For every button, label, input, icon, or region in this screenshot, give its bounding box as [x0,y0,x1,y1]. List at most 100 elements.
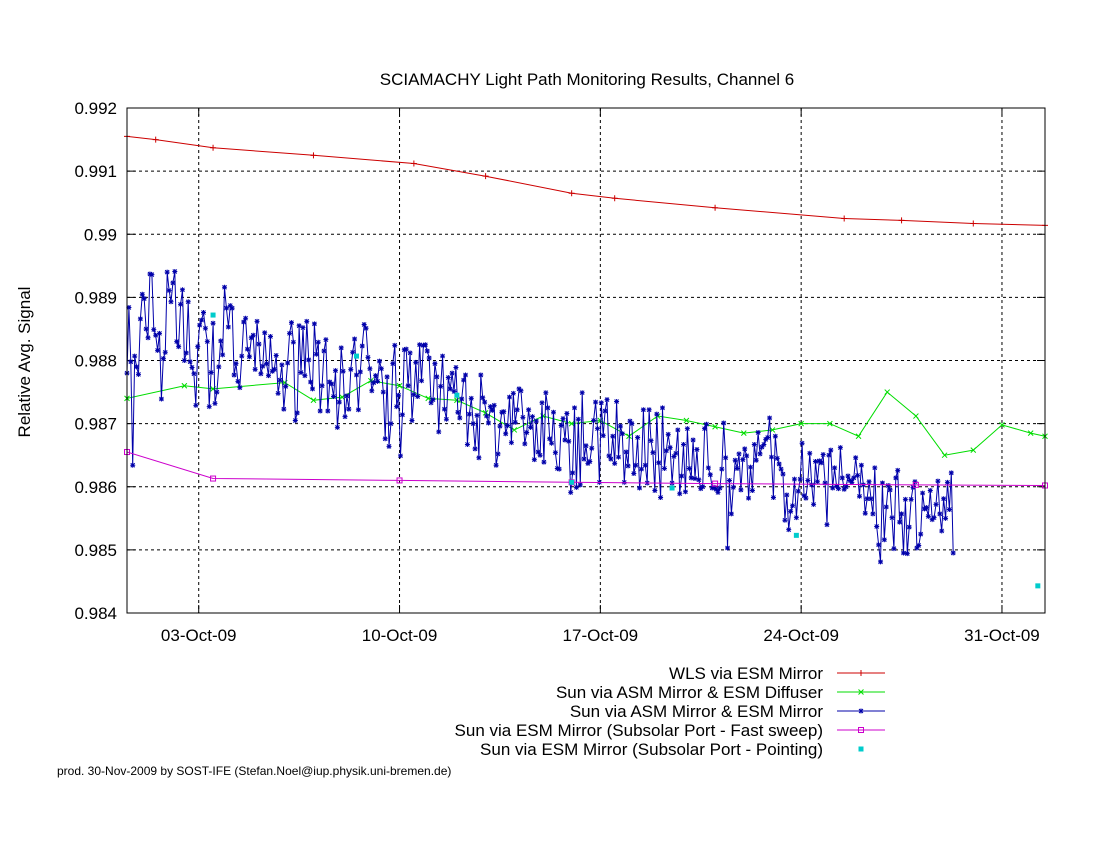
data-point [248,335,254,341]
data-point [323,337,329,343]
data-point [569,479,575,485]
data-point [799,440,805,446]
data-point [730,484,736,490]
data-point [818,460,824,466]
data-point [308,379,314,385]
data-point [648,438,654,444]
data-point [459,396,465,402]
data-point [220,352,226,358]
data-point [424,348,430,354]
data-point [686,465,692,471]
legend-label: WLS via ESM Mirror [669,664,823,683]
y-axis-label: Relative Avg. Signal [15,287,34,438]
data-point [392,342,398,348]
data-point [755,429,761,435]
data-point [262,330,268,336]
data-point [757,451,763,457]
data-point [470,421,476,427]
data-point [843,484,849,490]
data-point [279,362,285,368]
data-point [457,415,463,421]
data-point [950,550,956,556]
data-point [512,419,518,425]
data-point [413,359,419,365]
data-point [310,397,317,404]
data-point [386,443,392,449]
data-point [237,385,243,391]
data-point [870,511,876,517]
data-point [765,435,771,441]
data-point [273,352,279,358]
data-point [740,430,747,436]
data-point [216,364,222,370]
data-point [354,353,359,359]
data-point [225,324,231,330]
data-point [841,486,847,492]
data-point [425,395,432,402]
data-point [734,465,740,471]
data-point [164,269,170,275]
data-point [176,344,182,350]
data-point [788,508,794,514]
data-point [201,310,206,316]
data-point [214,389,220,395]
data-point [790,503,796,509]
data-point [908,496,914,502]
data-point [746,495,752,501]
data-point [524,429,530,435]
series-1 [124,133,1048,229]
data-point [160,356,166,362]
data-point [606,453,612,459]
data-point [529,414,535,420]
data-point [132,353,138,359]
data-point [365,354,371,360]
data-point [495,451,501,457]
data-point [511,427,518,433]
data-point [455,409,461,415]
data-point [357,369,363,375]
data-point [623,449,629,455]
data-point [507,394,512,400]
data-point [887,487,893,493]
data-point [684,426,690,432]
data-point [451,388,457,394]
data-point [625,463,631,469]
data-point [879,480,885,486]
data-point [436,429,442,435]
data-point [472,446,478,452]
data-point [354,372,359,378]
data-point [281,406,287,412]
data-point [489,407,495,413]
data-point [461,377,467,383]
data-point [352,336,358,342]
data-point [663,448,669,454]
data-point [541,459,547,465]
data-point [814,479,820,485]
data-point [864,496,870,502]
data-point [970,447,977,453]
data-point [709,485,715,491]
data-point [208,369,214,375]
data-point [401,347,407,353]
data-point [210,475,217,482]
data-point [614,399,620,405]
data-point [285,360,291,366]
data-point [702,426,708,432]
data-point [531,457,537,463]
data-point [382,436,388,442]
data-point [508,440,514,446]
data-point [239,353,245,359]
legend-label: Sun via ASM Mirror & ESM Diffuser [556,683,823,702]
data-point [158,396,164,402]
plot-frame [126,107,1046,614]
data-point [183,350,189,356]
data-point [568,190,575,197]
data-point [222,284,228,290]
data-point [669,485,675,491]
data-point [876,542,882,548]
data-point [545,405,551,411]
data-point [868,496,874,502]
data-point [403,346,409,352]
data-point [587,459,593,464]
